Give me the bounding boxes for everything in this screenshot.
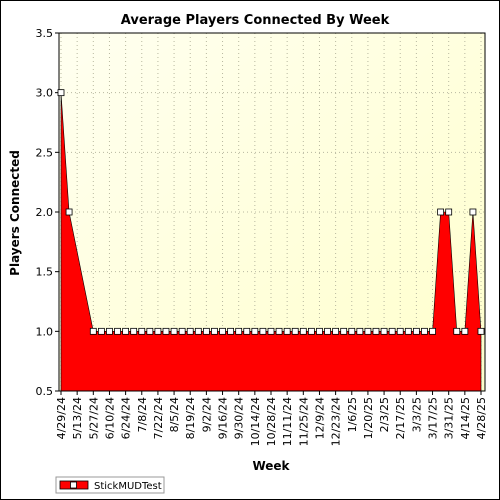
x-tick-label: 10/14/24 xyxy=(249,397,262,446)
x-tick-label: 3/17/25 xyxy=(427,397,440,439)
data-point xyxy=(219,327,226,335)
data-point xyxy=(299,327,307,335)
data-point xyxy=(461,327,469,335)
data-point xyxy=(138,327,146,335)
x-tick-label: 5/13/24 xyxy=(71,397,84,439)
data-point xyxy=(267,327,275,335)
data-point xyxy=(388,327,396,335)
data-point xyxy=(396,327,404,335)
data-point xyxy=(65,208,73,216)
data-point xyxy=(332,327,340,335)
x-tick-label: 3/3/25 xyxy=(410,397,423,432)
data-point xyxy=(186,327,194,335)
data-point xyxy=(202,327,210,335)
x-tick-label: 2/3/25 xyxy=(378,397,391,432)
data-point xyxy=(259,327,267,335)
data-point xyxy=(243,327,251,335)
legend-marker xyxy=(70,481,77,489)
y-tick-label: 1.0 xyxy=(36,325,54,338)
data-point xyxy=(97,327,105,335)
data-point xyxy=(412,327,420,335)
x-tick-label: 6/10/24 xyxy=(103,397,116,439)
data-point xyxy=(364,327,372,335)
x-tick-label: 7/22/24 xyxy=(152,397,165,439)
data-point xyxy=(291,327,299,335)
data-point xyxy=(235,327,243,335)
data-point xyxy=(170,327,178,335)
data-point xyxy=(348,327,356,335)
legend: StickMUDTest xyxy=(55,476,165,494)
x-tick-label: 4/14/25 xyxy=(459,397,472,439)
data-point xyxy=(275,327,283,335)
x-tick-label: 1/6/25 xyxy=(346,397,359,432)
x-tick-label: 9/16/24 xyxy=(217,397,230,439)
y-axis: 0.5 1.0 1.5 2.0 2.5 3.0 3.5 xyxy=(36,27,59,398)
x-tick-label: 8/5/24 xyxy=(168,397,181,432)
x-tick-label: 12/23/24 xyxy=(330,397,343,446)
x-tick-label: 10/28/24 xyxy=(265,397,278,446)
data-point xyxy=(106,327,113,335)
y-axis-label: Players Connected xyxy=(8,150,22,276)
data-point xyxy=(453,327,461,335)
data-point xyxy=(114,327,121,335)
x-axis: 4/29/24 5/13/24 5/27/24 6/10/24 6/24/24 7/8/2… xyxy=(55,391,488,446)
data-point xyxy=(356,327,364,335)
data-point xyxy=(316,327,323,335)
data-point xyxy=(404,327,412,335)
data-point xyxy=(372,327,380,335)
data-point xyxy=(251,327,259,335)
x-tick-label: 9/2/24 xyxy=(200,397,213,432)
x-tick-label: 6/24/24 xyxy=(120,397,133,439)
data-point xyxy=(340,327,348,335)
data-point xyxy=(324,327,331,335)
data-point xyxy=(211,327,218,335)
y-tick-label: 0.5 xyxy=(36,385,54,398)
x-tick-label: 2/17/25 xyxy=(394,397,407,439)
data-point xyxy=(130,327,138,335)
data-point xyxy=(283,327,291,335)
legend-label: StickMUDTest xyxy=(94,481,162,492)
data-point xyxy=(429,327,436,335)
data-point xyxy=(146,327,154,335)
y-tick-label: 1.5 xyxy=(36,266,54,279)
x-tick-label: 11/25/24 xyxy=(297,397,310,446)
data-point xyxy=(445,208,453,216)
x-axis-label: Week xyxy=(252,459,290,473)
data-point xyxy=(437,208,445,216)
x-tick-label: 8/19/24 xyxy=(184,397,197,439)
x-tick-label: 5/27/24 xyxy=(87,397,100,439)
data-point xyxy=(477,327,485,335)
data-point xyxy=(469,208,477,216)
data-point xyxy=(162,327,170,335)
y-tick-label: 3.5 xyxy=(36,27,54,40)
x-tick-label: 12/9/24 xyxy=(313,397,326,439)
data-point xyxy=(154,327,162,335)
y-tick-label: 3.0 xyxy=(36,87,54,100)
y-tick-label: 2.0 xyxy=(36,206,54,219)
x-tick-label: 3/31/25 xyxy=(443,397,456,439)
data-point xyxy=(194,327,202,335)
x-tick-label: 1/20/25 xyxy=(362,397,375,439)
data-point xyxy=(178,327,186,335)
chart-title: Average Players Connected By Week xyxy=(121,13,390,28)
data-point xyxy=(57,89,65,97)
y-tick-label: 2.5 xyxy=(36,146,54,159)
data-point xyxy=(227,327,235,335)
x-tick-label: 7/8/24 xyxy=(136,397,149,432)
data-point xyxy=(122,327,130,335)
data-point xyxy=(89,327,97,335)
x-tick-label: 11/11/24 xyxy=(281,397,294,446)
series-points xyxy=(57,89,485,335)
x-tick-label: 4/29/24 xyxy=(55,397,68,439)
data-point xyxy=(380,327,388,335)
x-tick-label: 4/28/25 xyxy=(475,397,488,439)
data-point xyxy=(421,327,428,335)
data-point xyxy=(307,327,315,335)
x-tick-label: 9/30/24 xyxy=(233,397,246,439)
